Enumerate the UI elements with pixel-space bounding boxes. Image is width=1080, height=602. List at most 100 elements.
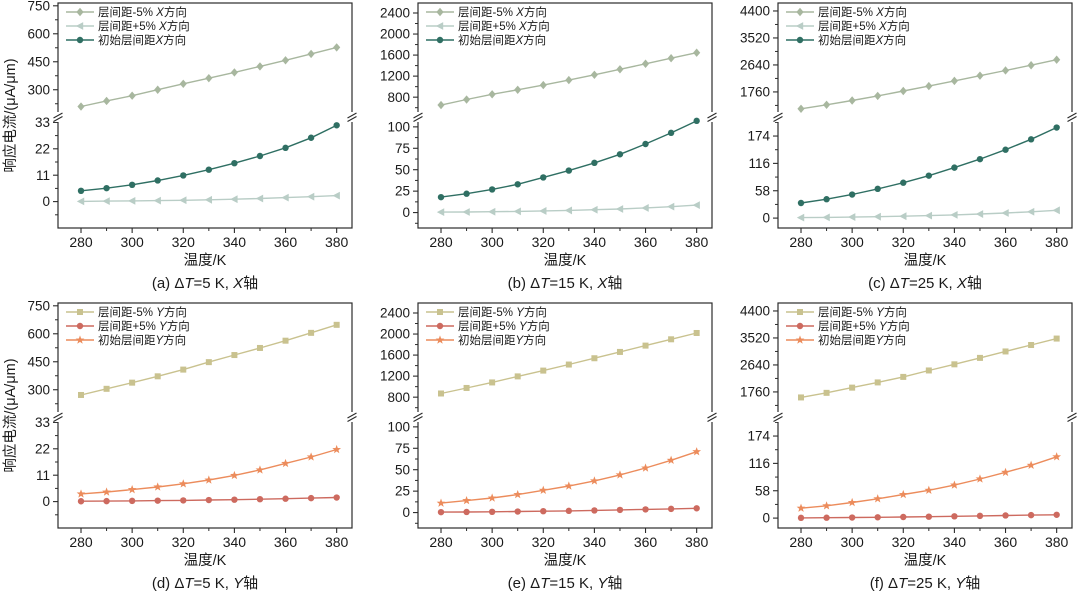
axis-break-icon bbox=[773, 412, 783, 422]
series-circle bbox=[437, 505, 700, 516]
series-star bbox=[796, 452, 1062, 512]
triangle-left-marker bbox=[1001, 209, 1009, 217]
legend-item: 初始层间距Y方向 bbox=[786, 333, 906, 347]
star-marker bbox=[230, 470, 239, 480]
subplot-b-canvas: 800 1200 1600 2000 2400 0 25 50 75 100 280 300 320 34… bbox=[380, 2, 717, 292]
legend-label: 层间距-5% Y方向 bbox=[818, 305, 907, 319]
circle-marker bbox=[591, 159, 598, 167]
y-tick-label: 50 bbox=[395, 162, 410, 177]
y-tick-label: 22 bbox=[35, 441, 50, 456]
series-line bbox=[800, 126, 1057, 204]
square-marker bbox=[798, 394, 805, 401]
star-marker bbox=[975, 474, 985, 483]
x-tick-label: 320 bbox=[532, 534, 556, 550]
triangle-left-marker bbox=[102, 197, 110, 206]
star-marker bbox=[487, 493, 497, 502]
y-axis-label: 响应电流/(μA/μm) bbox=[1, 58, 19, 172]
triangle-left-marker bbox=[692, 201, 700, 210]
x-tick-label: 380 bbox=[685, 234, 709, 250]
star-marker bbox=[332, 444, 342, 454]
legend-label: 层间距+5% X方向 bbox=[458, 19, 550, 33]
circle-marker bbox=[256, 496, 264, 503]
triangle-left-marker bbox=[255, 194, 264, 203]
axis-break-icon bbox=[53, 112, 63, 122]
circle-marker bbox=[823, 514, 830, 521]
circle-marker bbox=[797, 199, 805, 207]
square-marker bbox=[129, 379, 136, 386]
triangle-left-marker bbox=[539, 207, 547, 215]
y-tick-label: 1760 bbox=[740, 385, 770, 400]
series-line bbox=[800, 456, 1057, 509]
star-marker bbox=[436, 498, 446, 507]
triangle-left-marker bbox=[281, 193, 289, 202]
x-axis: 280 300 320 340 360 380 bbox=[789, 228, 1069, 250]
square-marker bbox=[438, 390, 445, 397]
y-axis: 300 450 600 750 0 11 22 33 bbox=[27, 298, 58, 516]
diamond-marker bbox=[667, 54, 675, 63]
triangle-left-marker bbox=[487, 207, 496, 216]
legend-item: 层间距-5% X方向 bbox=[66, 5, 187, 19]
series-triangle-left bbox=[436, 201, 700, 217]
star-marker bbox=[564, 481, 574, 490]
circle-marker bbox=[282, 144, 289, 152]
legend-item: 层间距-5% X方向 bbox=[786, 5, 907, 19]
x-tick-label: 320 bbox=[172, 534, 196, 550]
legend-label: 层间距+5% Y方向 bbox=[458, 319, 550, 333]
x-tick-label: 360 bbox=[634, 234, 658, 250]
x-tick-label: 280 bbox=[69, 234, 93, 250]
circle-marker bbox=[231, 496, 238, 503]
y-tick-label: 300 bbox=[27, 382, 50, 397]
square-marker bbox=[976, 354, 983, 361]
y-tick-label: 800 bbox=[387, 90, 410, 105]
diamond-marker bbox=[307, 49, 315, 59]
star-marker bbox=[641, 463, 650, 472]
legend-item: 初始层间距X方向 bbox=[426, 33, 546, 47]
square-marker bbox=[231, 352, 238, 359]
diamond-marker bbox=[641, 59, 650, 68]
x-tick-label: 360 bbox=[634, 534, 658, 550]
star-marker bbox=[306, 452, 316, 461]
x-tick-label: 280 bbox=[789, 534, 813, 550]
subplot-a: 300 450 600 750 0 11 22 33 280 300 320 340 360 380 层间距… bbox=[0, 0, 360, 297]
series-diamond bbox=[797, 55, 1061, 113]
x-tick-label: 300 bbox=[480, 234, 504, 250]
y-tick-label: 750 bbox=[27, 0, 50, 13]
x-tick-label: 280 bbox=[429, 534, 453, 550]
y-tick-label: 0 bbox=[402, 205, 410, 220]
x-tick-label: 340 bbox=[223, 534, 247, 550]
triangle-left-marker bbox=[76, 197, 85, 206]
y-tick-label: 300 bbox=[27, 82, 50, 97]
triangle-left-marker bbox=[127, 196, 136, 205]
y-tick-label: 0 bbox=[762, 511, 770, 526]
square-marker bbox=[1053, 335, 1060, 342]
circle-marker bbox=[693, 117, 700, 125]
square-marker bbox=[693, 329, 700, 336]
legend-label: 层间距+5% X方向 bbox=[98, 19, 190, 33]
y-tick-label: 22 bbox=[35, 141, 50, 156]
circle-marker bbox=[307, 494, 315, 502]
triangle-left-marker bbox=[153, 196, 161, 205]
diamond-marker bbox=[899, 86, 907, 96]
star-marker bbox=[796, 503, 806, 512]
diamond-marker bbox=[462, 95, 471, 104]
series-triangle-left bbox=[76, 191, 340, 206]
circle-marker bbox=[76, 36, 84, 44]
y-tick-label: 2400 bbox=[380, 306, 410, 321]
y-tick-label: 33 bbox=[35, 415, 50, 430]
triangle-left-marker bbox=[796, 213, 805, 222]
square-marker bbox=[1028, 342, 1035, 349]
diamond-marker bbox=[950, 76, 958, 86]
legend-item: 初始层间距Y方向 bbox=[426, 333, 546, 347]
x-tick-label: 300 bbox=[120, 234, 144, 250]
legend-label: 初始层间距X方向 bbox=[458, 33, 546, 47]
circle-marker bbox=[976, 155, 984, 163]
x-axis-label: 温度/K bbox=[904, 252, 947, 269]
diamond-marker bbox=[179, 79, 187, 88]
x-tick-label: 360 bbox=[994, 534, 1018, 550]
legend-item: 初始层间距X方向 bbox=[786, 33, 906, 47]
circle-marker bbox=[333, 494, 340, 501]
